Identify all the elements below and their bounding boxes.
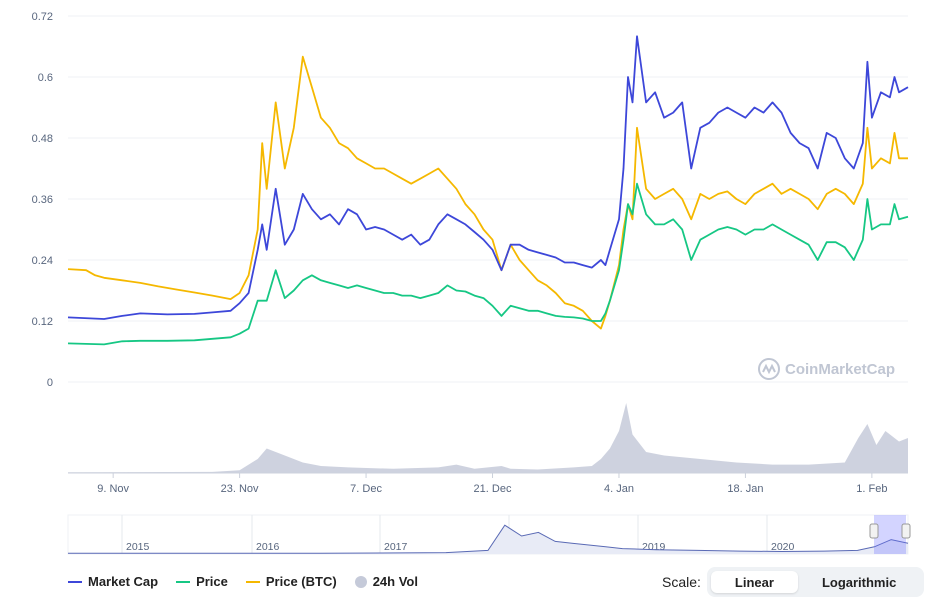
grid-lines [68, 15, 908, 383]
legend-market-cap-label: Market Cap [88, 574, 159, 589]
navigator-handle-right[interactable] [901, 523, 911, 539]
price-line [67, 182, 909, 346]
price-btc-line [67, 55, 908, 330]
y-tick-label: 0.36 [32, 194, 53, 206]
price-swatch [176, 580, 191, 583]
coinmarketcap-watermark: CoinMarketCap [758, 358, 895, 380]
coinmarketcap-logo-mark [762, 363, 776, 375]
chart-legend: Market Cap Price Price (BTC) 24h Vol [68, 574, 418, 589]
volume-swatch [354, 575, 367, 588]
y-tick-label: 0.72 [32, 11, 53, 23]
logarithmic-scale-button[interactable]: Logarithmic [798, 571, 920, 593]
watermark-text: CoinMarketCap [785, 361, 895, 378]
legend-24h-vol[interactable]: 24h Vol [354, 574, 418, 589]
navigator-line [68, 524, 909, 554]
volume-area [68, 403, 908, 474]
x-tick-label: 21. Dec [474, 483, 512, 495]
navigator-year-label: 2017 [384, 541, 408, 553]
x-tick-label: 7. Dec [350, 483, 382, 495]
legend-price-label: Price [196, 574, 228, 589]
linear-scale-button[interactable]: Linear [710, 571, 798, 593]
y-axis-ticks: 0.72 0.6 0.48 0.36 0.24 0.12 0 [32, 11, 53, 389]
y-tick-label: 0.6 [38, 72, 53, 84]
legend-price-btc[interactable]: Price (BTC) [245, 574, 337, 589]
legend-price[interactable]: Price [176, 574, 228, 589]
y-tick-label: 0.48 [32, 133, 53, 145]
x-tick-label: 23. Nov [221, 483, 259, 495]
scale-toggle: Linear Logarithmic [706, 567, 925, 597]
navigator-frame [67, 514, 909, 555]
x-axis-ticks: 9. Nov 23. Nov 7. Dec 21. Dec 4. Jan 18. Jan 1… [97, 473, 887, 495]
x-tick-label: 1. Feb [856, 483, 887, 495]
scale-label: Scale: [662, 574, 701, 590]
legend-price-btc-label: Price (BTC) [265, 574, 337, 589]
coinmarketcap-logo-icon [758, 358, 780, 380]
price-btc-swatch [245, 580, 260, 583]
navigator-year-label: 2016 [256, 541, 280, 553]
y-tick-label: 0.12 [32, 316, 53, 328]
legend-24h-vol-label: 24h Vol [372, 574, 418, 589]
market-cap-line [67, 35, 909, 320]
y-tick-label: 0.24 [32, 255, 53, 267]
series-lines [67, 35, 909, 346]
navigator-year-label: 2015 [126, 541, 150, 553]
navigator-handle-left[interactable] [869, 523, 879, 539]
navigator-year-label: 2020 [771, 541, 795, 553]
legend-market-cap[interactable]: Market Cap [68, 574, 158, 589]
y-tick-label: 0 [47, 377, 53, 389]
market-cap-swatch [68, 580, 82, 583]
volume-bars [68, 403, 908, 473]
scale-selector: Scale: Linear Logarithmic [662, 567, 925, 597]
x-tick-label: 18. Jan [727, 483, 763, 495]
x-tick-label: 4. Jan [604, 483, 634, 495]
range-navigator: 201520162017201820192020 [67, 514, 911, 555]
navigator-selection[interactable] [874, 515, 906, 554]
x-tick-label: 9. Nov [97, 483, 129, 495]
